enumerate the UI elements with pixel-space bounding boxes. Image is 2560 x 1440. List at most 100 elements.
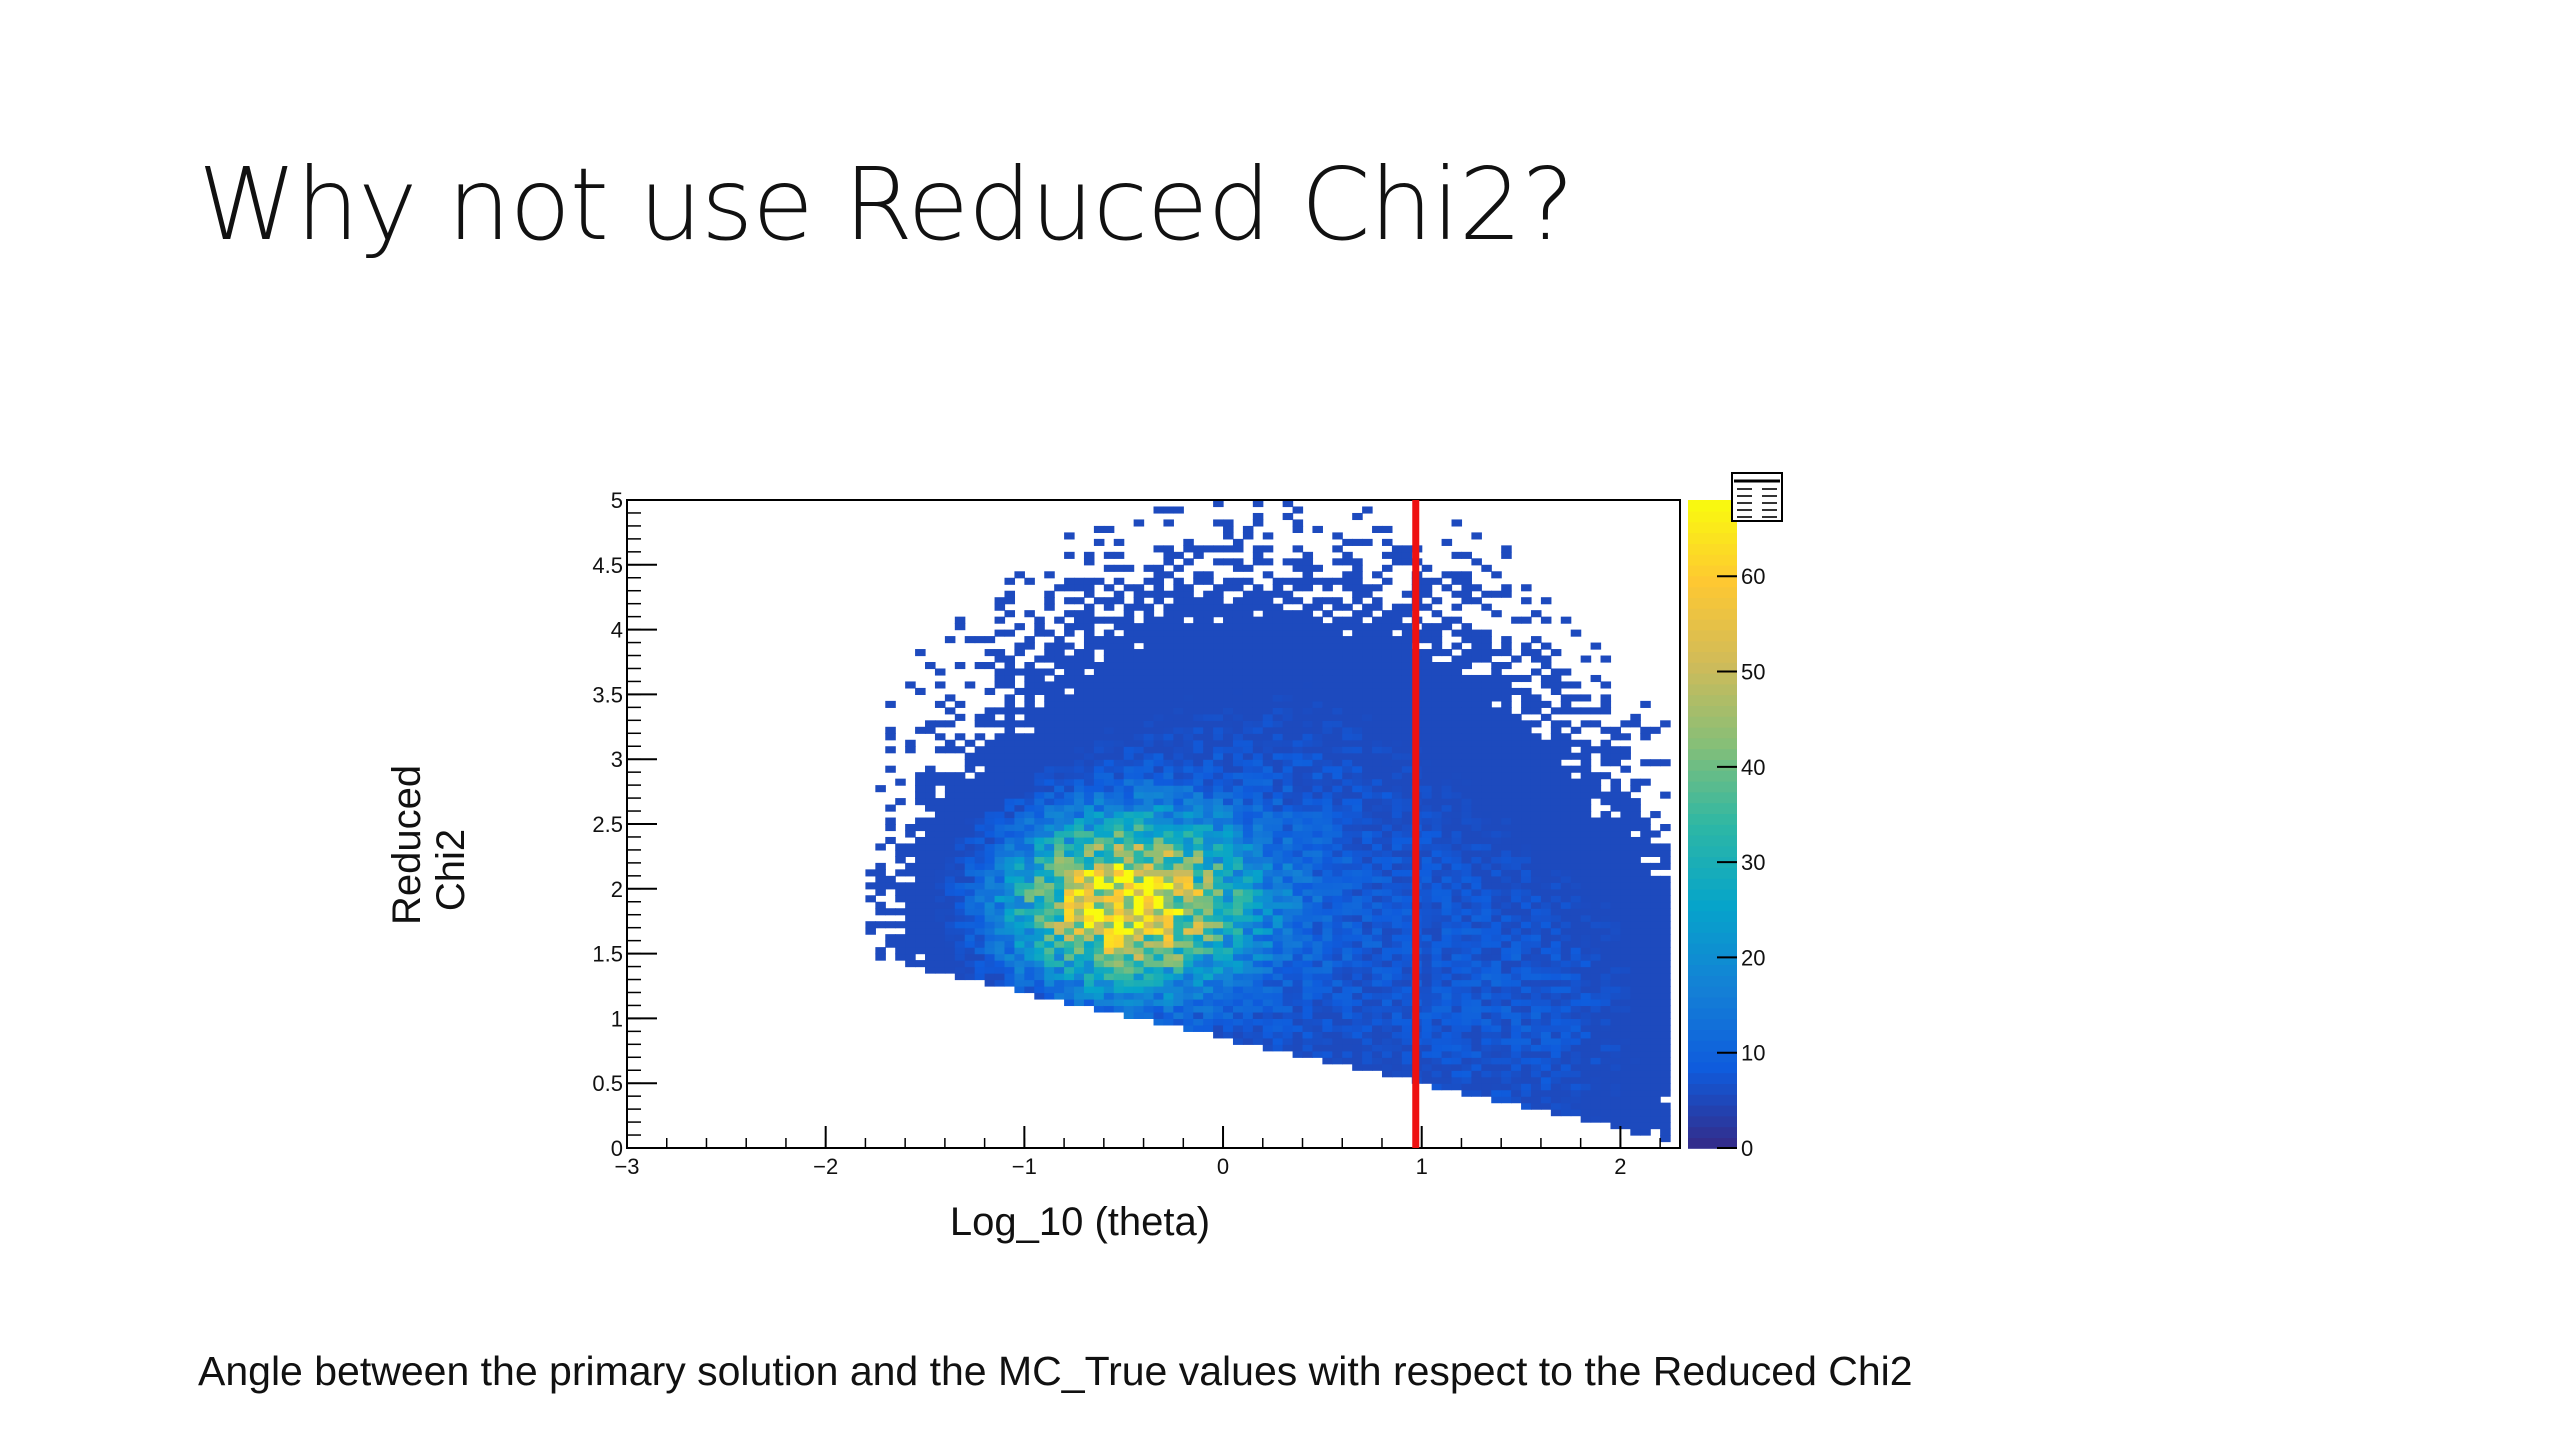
heatmap-cell xyxy=(1471,804,1482,812)
heatmap-cell xyxy=(1213,623,1224,631)
heatmap-cell xyxy=(1521,1063,1532,1071)
heatmap-cell xyxy=(1272,700,1284,708)
heatmap-cell xyxy=(1521,875,1532,883)
heatmap-cell xyxy=(1461,571,1472,579)
heatmap-cell xyxy=(1143,629,1155,637)
heatmap-cell xyxy=(1640,1096,1651,1104)
heatmap-cell xyxy=(1590,849,1602,857)
heatmap-cell xyxy=(1401,655,1413,663)
heatmap-cell xyxy=(1640,726,1651,734)
heatmap-cell xyxy=(1252,1018,1264,1026)
heatmap-cell xyxy=(1481,752,1492,760)
heatmap-cell xyxy=(1471,558,1482,566)
heatmap-cell xyxy=(1302,875,1314,883)
heatmap-cell xyxy=(1014,856,1025,864)
heatmap-cell xyxy=(1272,590,1284,598)
heatmap-cell xyxy=(1143,895,1155,903)
heatmap-cell xyxy=(1372,597,1383,605)
heatmap-cell xyxy=(1391,824,1403,832)
heatmap-cell xyxy=(1650,1011,1661,1019)
heatmap-cell xyxy=(1421,765,1433,773)
heatmap-cell xyxy=(1660,759,1671,767)
heatmap-cell xyxy=(1560,707,1572,715)
heatmap-cell xyxy=(994,895,1006,903)
heatmap-cell xyxy=(934,895,946,903)
heatmap-cell xyxy=(915,960,926,968)
heatmap-cell xyxy=(1600,953,1612,961)
heatmap-cell xyxy=(1660,979,1671,987)
heatmap-cell xyxy=(1153,577,1165,585)
heatmap-cell xyxy=(1471,940,1482,948)
heatmap-cell xyxy=(1014,817,1025,825)
heatmap-cell xyxy=(994,830,1006,838)
heatmap-cell xyxy=(1322,979,1333,987)
heatmap-cell xyxy=(1203,986,1214,994)
heatmap-cell xyxy=(1292,687,1304,695)
heatmap-cell xyxy=(905,739,916,747)
heatmap-cell xyxy=(1074,817,1085,825)
heatmap-cell xyxy=(1650,947,1661,955)
heatmap-cell xyxy=(1272,934,1284,942)
heatmap-cell xyxy=(1282,849,1294,857)
heatmap-cell xyxy=(1044,973,1055,981)
heatmap-cell xyxy=(1242,953,1254,961)
heatmap-cell xyxy=(1352,960,1363,968)
heatmap-cell xyxy=(1213,927,1224,935)
heatmap-cell xyxy=(1372,966,1383,974)
heatmap-cell xyxy=(1232,953,1244,961)
heatmap-cell xyxy=(1660,1063,1671,1071)
heatmap-cell xyxy=(1401,681,1413,689)
heatmap-cell xyxy=(925,804,936,812)
heatmap-cell xyxy=(1193,921,1204,929)
heatmap-cell xyxy=(1530,655,1542,663)
heatmap-cell xyxy=(1302,662,1314,670)
heatmap-cell xyxy=(1530,979,1542,987)
heatmap-cell xyxy=(1491,824,1502,832)
heatmap-cell xyxy=(944,869,956,877)
heatmap-cell xyxy=(1014,875,1025,883)
heatmap-cell xyxy=(1004,577,1016,585)
heatmap-cell xyxy=(1461,551,1472,559)
heatmap-cell xyxy=(1262,674,1274,683)
heatmap-cell xyxy=(1054,765,1065,773)
heatmap-cell xyxy=(1183,973,1194,981)
heatmap-cell xyxy=(1183,992,1194,1000)
heatmap-cell xyxy=(1153,914,1165,922)
heatmap-cell xyxy=(1213,765,1224,773)
heatmap-cell xyxy=(1441,674,1453,683)
heatmap-cell xyxy=(984,947,996,955)
heatmap-cell xyxy=(1074,720,1085,728)
heatmap-cell xyxy=(1223,960,1234,968)
heatmap-cell xyxy=(1511,901,1522,909)
heatmap-cell xyxy=(1083,765,1095,773)
heatmap-cell xyxy=(1312,901,1323,909)
heatmap-cell xyxy=(1451,577,1463,585)
heatmap-cell xyxy=(954,856,966,864)
heatmap-cell xyxy=(1123,875,1135,883)
heatmap-cell xyxy=(1024,785,1035,793)
heatmap-cell xyxy=(1362,1005,1373,1013)
heatmap-cell xyxy=(1282,642,1294,650)
heatmap-cell xyxy=(1451,713,1463,721)
heatmap-cell xyxy=(1590,986,1602,994)
heatmap-cell xyxy=(1133,992,1145,1000)
heatmap-cell xyxy=(1183,687,1194,695)
heatmap-cell xyxy=(1401,746,1413,754)
heatmap-cell xyxy=(1282,888,1294,896)
heatmap-cell xyxy=(1352,811,1363,819)
heatmap-cell xyxy=(1630,1083,1641,1091)
heatmap-cell xyxy=(1481,986,1492,994)
heatmap-cell xyxy=(1153,636,1165,644)
heatmap-cell xyxy=(1640,1083,1651,1091)
heatmap-cell xyxy=(1560,927,1572,935)
heatmap-cell xyxy=(1352,564,1363,572)
heatmap-cell xyxy=(1451,986,1463,994)
heatmap-cell xyxy=(1491,934,1502,942)
heatmap-cell xyxy=(1083,966,1095,974)
heatmap-cell xyxy=(1381,746,1393,754)
heatmap-cell xyxy=(1183,1024,1194,1032)
heatmap-cell xyxy=(1630,862,1641,870)
heatmap-cell xyxy=(885,908,896,916)
heatmap-cell xyxy=(1153,940,1165,948)
heatmap-cell xyxy=(1521,849,1532,857)
